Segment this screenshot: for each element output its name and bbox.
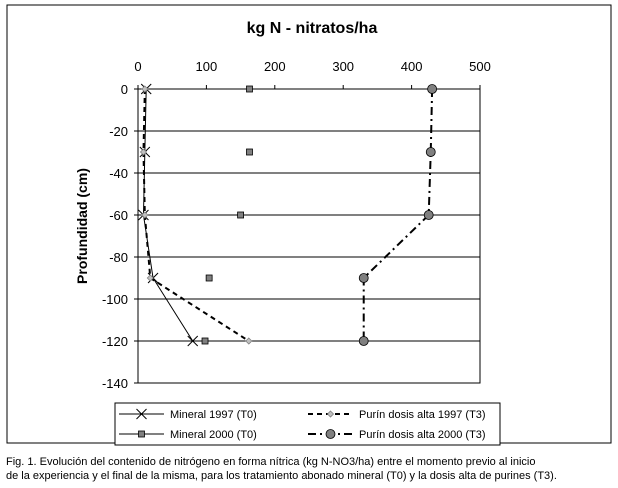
data-point [237, 211, 245, 219]
legend-label: Purín dosis alta 1997 (T3) [359, 409, 486, 421]
legend-marker [325, 429, 336, 439]
y-tick-label: -20 [109, 124, 128, 139]
y-tick-label: -60 [109, 208, 128, 223]
chart-container: kg N - nitratos/ha 0 -20 -40 -60 -80 -100 -120 -… [6, 4, 612, 446]
legend-item: Mineral 1997 (T0) [119, 408, 257, 421]
series-4 [358, 84, 438, 346]
y-tick-label: -80 [109, 250, 128, 265]
y-tick-label: -40 [109, 166, 128, 181]
plot-area [137, 88, 481, 384]
data-point [141, 211, 149, 219]
legend-label: Mineral 1997 (T0) [170, 409, 257, 421]
data-point [423, 210, 434, 220]
x-tick-label: 300 [332, 59, 354, 74]
series-2 [201, 85, 253, 345]
data-point [358, 273, 369, 283]
data-point [141, 85, 149, 93]
y-tick-label: 0 [121, 82, 128, 97]
data-point-stroke [187, 335, 199, 347]
data-point [187, 335, 199, 347]
caption-line-2: de la experiencia y el final de la misma… [6, 470, 557, 482]
x-tick-label: 200 [264, 59, 286, 74]
legend-marker [136, 408, 147, 420]
data-point [425, 147, 436, 157]
data-point [139, 148, 148, 156]
legend-box [114, 402, 501, 446]
legend-marker [326, 410, 335, 418]
data-point [246, 148, 253, 156]
legend-item: Purín dosis alta 2000 (T3) [308, 429, 486, 441]
x-tick-label: 400 [401, 59, 423, 74]
series-3 [139, 85, 253, 345]
data-point [358, 336, 369, 346]
y-tick-label: -140 [102, 376, 128, 391]
y-tick-label: -100 [102, 292, 128, 307]
data-point [201, 337, 209, 345]
legend: Mineral 1997 (T0) Mineral 2000 (T0) Purín … [114, 402, 501, 446]
data-point [245, 337, 253, 345]
data-point [146, 274, 154, 282]
legend-label: Mineral 2000 (T0) [170, 429, 257, 441]
chart-svg: kg N - nitratos/ha 0 -20 -40 -60 -80 -100 -120 -… [6, 4, 612, 446]
legend-marker-stroke [136, 408, 147, 420]
legend-item: Mineral 2000 (T0) [119, 429, 257, 441]
legend-item: Purín dosis alta 1997 (T3) [308, 409, 486, 421]
caption-line-1: Fig. 1. Evolución del contenido de nitró… [6, 456, 536, 468]
data-point [205, 274, 213, 282]
y-axis-label: Profundidad (cm) [74, 168, 90, 284]
legend-marker [138, 430, 145, 438]
data-point [246, 85, 253, 93]
data-point [427, 84, 438, 94]
y-tick-label: -120 [102, 334, 128, 349]
chart-title: kg N - nitratos/ha [247, 20, 378, 37]
x-tick-label: 0 [134, 59, 141, 74]
x-tick-label: 100 [196, 59, 218, 74]
x-tick-label: 500 [469, 59, 491, 74]
figure-caption: Fig. 1. Evolución del contenido de nitró… [6, 455, 612, 483]
legend-label: Purín dosis alta 2000 (T3) [359, 429, 486, 441]
